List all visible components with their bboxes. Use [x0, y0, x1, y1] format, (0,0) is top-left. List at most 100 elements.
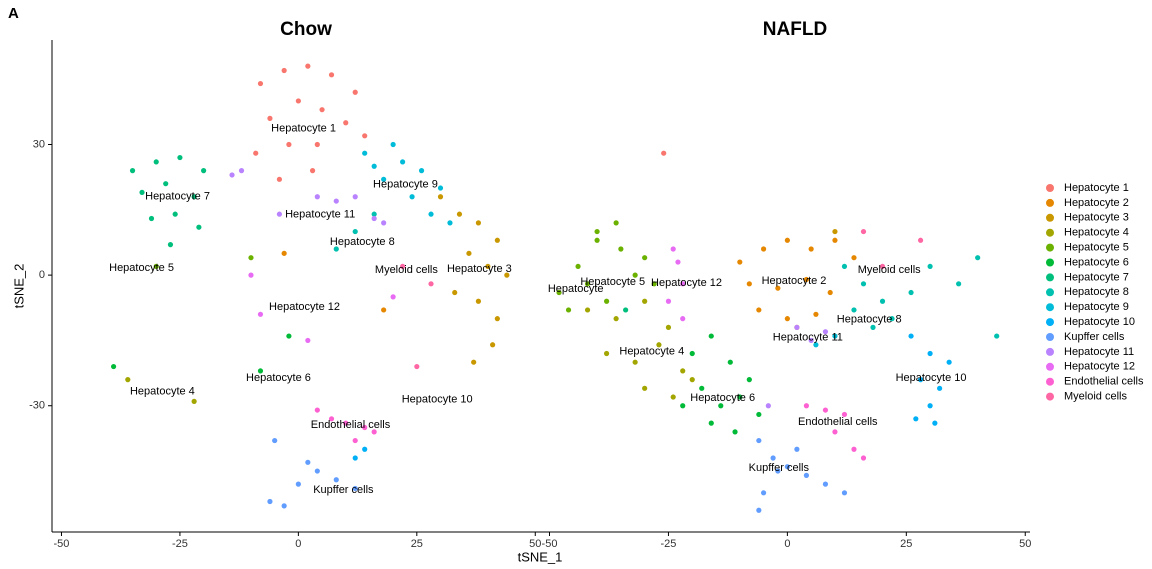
cell-point	[975, 255, 981, 261]
cell-point	[604, 350, 610, 357]
cell-point	[352, 194, 358, 200]
cell-point	[832, 237, 838, 243]
cell-point	[456, 211, 463, 217]
cell-point	[272, 437, 278, 444]
cell-point	[917, 237, 924, 243]
cell-point	[314, 194, 320, 200]
cluster-label: Hepatocyte 5	[109, 262, 174, 274]
cell-point	[314, 468, 320, 474]
cluster-label: Endothelial cells	[311, 419, 391, 431]
cell-point	[281, 250, 287, 256]
cell-point	[841, 490, 848, 496]
legend-label: Hepatocyte 9	[1064, 301, 1129, 313]
cell-point	[832, 228, 838, 235]
cell-point	[490, 342, 496, 348]
cell-point	[680, 368, 686, 374]
cell-point	[623, 307, 629, 313]
cell-point	[689, 377, 695, 383]
cell-point	[381, 220, 387, 226]
cell-point	[295, 481, 301, 487]
cell-point	[642, 255, 648, 261]
cell-point	[314, 141, 320, 148]
x-tick-label: -50	[54, 538, 70, 550]
cell-point	[129, 168, 136, 174]
cell-point	[827, 289, 833, 296]
legend-label: Hepatocyte 11	[1064, 346, 1134, 358]
cell-point	[343, 120, 349, 126]
cell-point	[727, 359, 733, 365]
cell-point	[319, 107, 325, 113]
legend-swatch	[1046, 347, 1054, 356]
cell-point	[452, 289, 458, 296]
cell-point	[177, 154, 183, 161]
cell-point	[575, 263, 581, 270]
cell-point	[409, 194, 415, 200]
cell-point	[167, 242, 174, 248]
cell-point	[333, 477, 339, 483]
cell-point	[808, 246, 814, 252]
cell-point	[191, 194, 197, 200]
cell-point	[822, 407, 829, 413]
cell-point	[257, 80, 264, 87]
cell-point	[822, 329, 829, 335]
cell-point	[794, 446, 800, 452]
cell-point	[191, 398, 197, 404]
cell-point	[328, 416, 335, 422]
cell-point	[851, 446, 857, 452]
cell-point	[267, 498, 273, 505]
cell-point	[437, 185, 444, 191]
x-tick-label: 50	[1019, 538, 1031, 550]
legend-swatch	[1046, 213, 1054, 222]
cell-point	[257, 368, 264, 374]
cell-point	[670, 246, 676, 252]
legend-swatch	[1046, 333, 1054, 341]
cell-point	[680, 281, 686, 287]
cell-point	[813, 342, 819, 348]
cell-point	[699, 385, 705, 391]
cell-point	[343, 420, 349, 426]
x-tick-label: 0	[295, 538, 301, 550]
legend-swatch	[1046, 362, 1054, 371]
cell-point	[708, 420, 714, 426]
cell-point	[267, 115, 273, 121]
cell-point	[352, 228, 358, 235]
legend-label: Hepatocyte 1	[1064, 182, 1129, 194]
cell-point	[494, 316, 500, 322]
cell-point	[642, 385, 648, 391]
legend-swatch	[1046, 243, 1054, 252]
cell-point	[917, 377, 924, 383]
cluster-label: Hepatocyte 10	[402, 394, 473, 406]
cell-point	[879, 263, 886, 270]
cell-point	[613, 220, 619, 226]
cell-point	[803, 276, 810, 283]
cell-point	[851, 307, 857, 313]
cluster-label: Hepatocyte 6	[690, 392, 755, 404]
cell-point	[946, 359, 952, 365]
cluster-label: Hepatocyte 11	[285, 209, 355, 221]
cluster-label: Hepatocyte 4	[130, 386, 195, 398]
legend-label: Hepatocyte 7	[1064, 271, 1129, 283]
cell-point	[362, 133, 368, 139]
cell-point	[371, 215, 377, 222]
cluster-label: Myeloid cells	[375, 264, 438, 276]
cell-point	[163, 181, 169, 187]
x-tick-label: -50	[542, 538, 558, 550]
legend-swatch	[1046, 184, 1054, 192]
cell-point	[281, 503, 287, 509]
cell-point	[708, 333, 714, 339]
panel-title: NAFLD	[763, 19, 827, 40]
panel-label: A	[8, 5, 19, 22]
cell-point	[656, 342, 662, 348]
cell-point	[908, 289, 914, 296]
legend-label: Myeloid cells	[1064, 391, 1127, 403]
cell-point	[756, 437, 762, 444]
cell-point	[632, 359, 638, 365]
cluster-label: Hepatocyte 8	[837, 313, 902, 325]
cell-point	[466, 250, 472, 256]
legend-swatch	[1046, 228, 1054, 237]
cell-point	[257, 311, 264, 317]
cell-point	[485, 263, 491, 270]
cell-point	[352, 455, 358, 461]
cell-point	[813, 311, 819, 317]
